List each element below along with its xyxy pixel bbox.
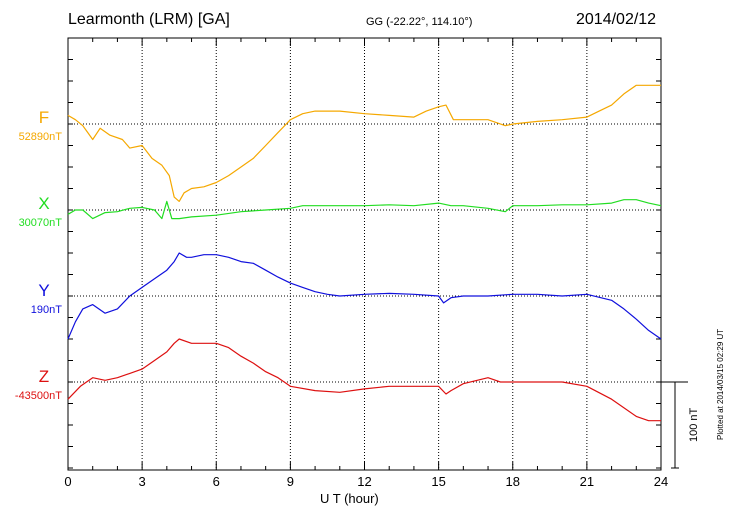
plot-grid bbox=[68, 38, 661, 470]
plotted-timestamp: Plotted at 2014/03/15 02:29 UT bbox=[716, 328, 725, 440]
x-tick-label: 12 bbox=[357, 474, 371, 489]
series-label-z: Z bbox=[38, 367, 50, 386]
station-coordinates: GG (-22.22°, 114.10°) bbox=[366, 16, 473, 28]
series-line-f bbox=[67, 84, 661, 202]
scale-bar-label: 100 nT bbox=[688, 407, 700, 442]
series-line-z bbox=[67, 338, 661, 422]
series-lines bbox=[67, 84, 662, 422]
scale-bar bbox=[661, 381, 688, 469]
plot-ticks bbox=[67, 37, 662, 470]
series-line-x bbox=[67, 199, 662, 220]
x-tick-label: 0 bbox=[64, 474, 71, 489]
series-baseline-z: -43500nT bbox=[14, 390, 62, 402]
x-tick-label: 9 bbox=[287, 474, 294, 489]
series-line-y bbox=[67, 252, 662, 340]
x-tick-label: 18 bbox=[506, 474, 520, 489]
x-tick-label: 3 bbox=[139, 474, 146, 489]
series-label-y: Y bbox=[38, 281, 50, 300]
x-tick-label: 15 bbox=[431, 474, 445, 489]
chart-title: Learmonth (LRM) [GA] bbox=[68, 11, 230, 28]
x-tick-label: 21 bbox=[580, 474, 594, 489]
chart-date: 2014/02/12 bbox=[576, 11, 657, 28]
x-axis-label: U T (hour) bbox=[320, 491, 379, 506]
series-baseline-x: 30070nT bbox=[18, 217, 62, 229]
x-tick-labels: 0 3 6 9 12 15 18 21 24 bbox=[64, 474, 668, 489]
series-label-x: X bbox=[38, 194, 50, 213]
series-baseline-f: 52890nT bbox=[18, 131, 62, 143]
series-baseline-y: 190nT bbox=[30, 304, 62, 316]
x-tick-label: 6 bbox=[213, 474, 220, 489]
series-label-f: F bbox=[38, 108, 50, 127]
x-tick-label: 24 bbox=[654, 474, 668, 489]
